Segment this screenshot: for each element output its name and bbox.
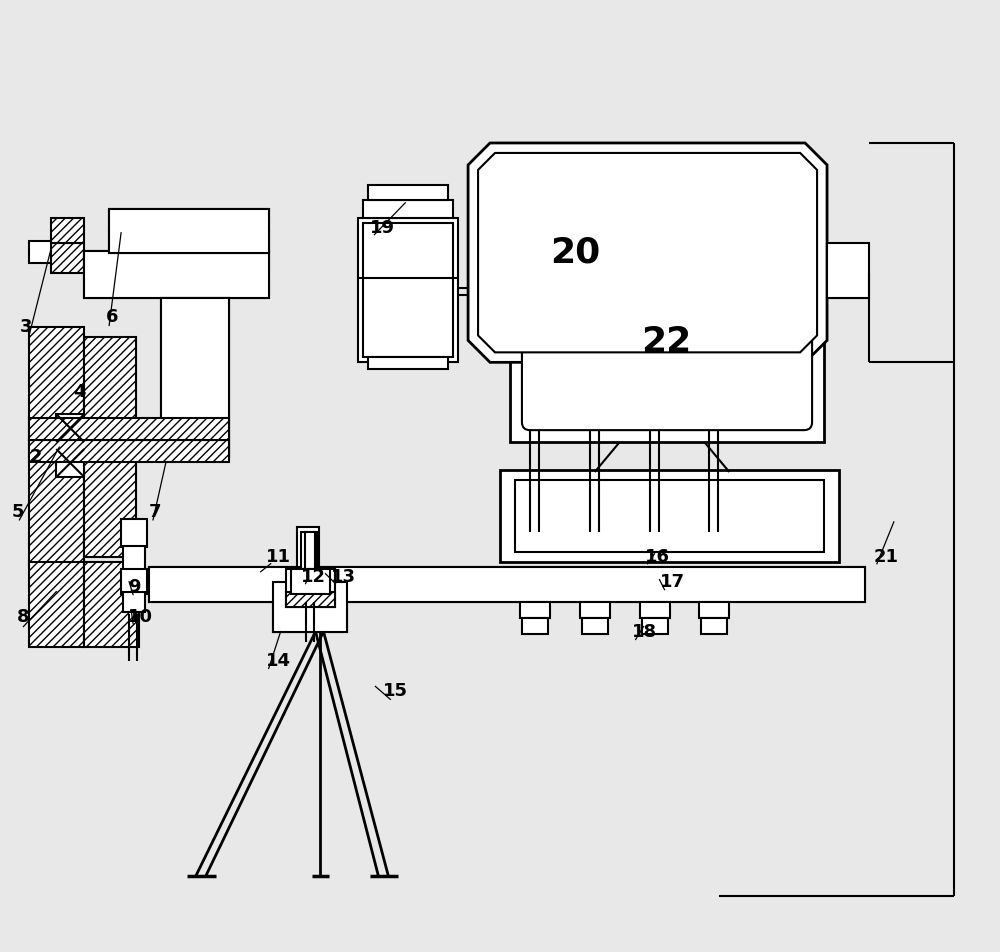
Bar [161,298,229,457]
Bar [109,230,269,252]
Bar [29,562,84,646]
Bar [701,543,727,559]
Text: 10: 10 [128,607,153,625]
Bar [56,449,84,477]
Text: 15: 15 [383,683,408,701]
Bar [297,526,319,566]
Bar [286,568,335,606]
Text: 20: 20 [550,236,600,269]
FancyBboxPatch shape [522,260,812,430]
Bar [368,185,448,200]
Bar [305,532,315,591]
Bar [640,529,670,545]
Bar [109,208,269,252]
Bar [580,602,610,618]
Bar [701,618,727,633]
Text: 3: 3 [19,318,32,336]
Bar [84,250,269,298]
Bar [161,379,229,457]
Bar [273,582,347,631]
Bar [149,566,865,602]
Bar [582,543,608,559]
Text: 8: 8 [16,607,29,625]
Bar [642,543,668,559]
Text: 7: 7 [149,503,162,521]
Text: 19: 19 [370,219,395,237]
Bar [510,248,824,442]
Bar [29,327,84,566]
Text: 6: 6 [106,308,119,327]
Bar [29,440,229,462]
Text: 4: 4 [73,384,86,401]
Bar [580,529,610,545]
Bar [291,568,330,594]
Text: 13: 13 [330,567,355,585]
Bar [121,519,147,546]
Text: 17: 17 [660,573,685,590]
Bar [121,568,147,594]
Bar [500,470,839,562]
Bar [363,223,453,357]
Bar [522,543,548,559]
Bar [51,218,84,243]
Text: 11: 11 [266,547,291,565]
Bar [84,562,139,646]
Bar [84,275,269,298]
Bar [522,618,548,633]
Bar [582,618,608,633]
Text: 5: 5 [11,503,24,521]
Bar [84,250,269,272]
Bar [51,243,84,272]
Bar [827,243,869,298]
Bar [286,591,335,606]
Text: 22: 22 [641,326,692,360]
Bar [301,532,317,582]
Bar [29,241,51,263]
Text: 21: 21 [874,547,899,565]
Bar [84,337,136,557]
Bar [123,545,145,569]
Bar [29,418,229,440]
Text: 2: 2 [29,448,42,466]
Bar [149,566,865,602]
Text: 14: 14 [266,652,291,670]
Polygon shape [478,153,817,352]
Text: 18: 18 [632,623,657,641]
Bar [123,591,145,611]
Bar [699,529,729,545]
Bar [368,357,448,369]
Bar [358,218,458,363]
Polygon shape [468,143,827,363]
Bar [640,602,670,618]
Text: 16: 16 [645,547,670,565]
Text: 9: 9 [128,578,141,596]
Bar [699,602,729,618]
Text: 12: 12 [301,567,326,585]
Bar [363,200,453,218]
Bar [161,298,229,377]
Bar [520,602,550,618]
Bar [273,602,347,631]
Bar [520,529,550,545]
Bar [56,414,84,442]
Bar [109,208,269,230]
Bar [515,480,824,552]
Bar [642,618,668,633]
